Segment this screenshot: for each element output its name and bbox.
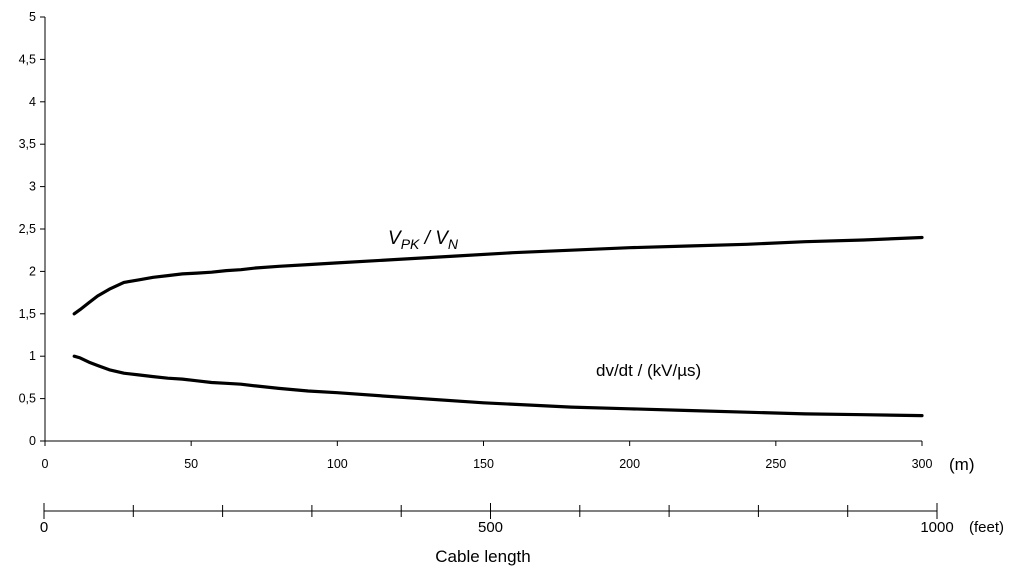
- x-tick-label: 0: [42, 457, 49, 471]
- y-tick-label: 0,5: [19, 392, 36, 406]
- feet-tick-label: 500: [478, 519, 503, 536]
- y-tick-label: 1: [29, 349, 36, 363]
- y-tick-label: 1,5: [19, 307, 36, 321]
- x-tick-label: 300: [912, 457, 933, 471]
- x-axis-title: Cable length: [435, 547, 530, 566]
- feet-unit-label: (feet): [969, 519, 1004, 536]
- y-tick-label: 3,5: [19, 137, 36, 151]
- y-tick-label: 2,5: [19, 222, 36, 236]
- y-tick-label: 4,5: [19, 52, 36, 66]
- y-tick-label: 5: [29, 10, 36, 24]
- feet-axis: 0 500 1000: [40, 503, 954, 536]
- x-tick-label: 200: [619, 457, 640, 471]
- x-tick-label: 250: [765, 457, 786, 471]
- y-tick-label: 4: [29, 95, 36, 109]
- series-label-dvdt: dv/dt / (kV/µs): [596, 361, 701, 380]
- x-unit-label: (m): [949, 455, 974, 474]
- y-tick-label: 0: [29, 434, 36, 448]
- x-tick-label: 50: [184, 457, 198, 471]
- feet-tick-label: 0: [40, 519, 48, 536]
- series-label-vpk-vn: VPK / VN: [388, 228, 459, 252]
- series-lines: [72, 235, 924, 418]
- y-tick-label: 3: [29, 180, 36, 194]
- x-tick-label: 100: [327, 457, 348, 471]
- series-line-vpk-vn: [72, 235, 924, 316]
- y-axis: 0 0,5 1 1,5 2 2,5 3 3,5 4 4,5 5: [19, 10, 46, 448]
- series-line-dvdt: [72, 354, 924, 418]
- x-tick-label: 150: [473, 457, 494, 471]
- x-axis: 0 50 100 150 200 250 300: [42, 440, 933, 471]
- y-tick-label: 2: [29, 264, 36, 278]
- feet-tick-label: 1000: [920, 519, 953, 536]
